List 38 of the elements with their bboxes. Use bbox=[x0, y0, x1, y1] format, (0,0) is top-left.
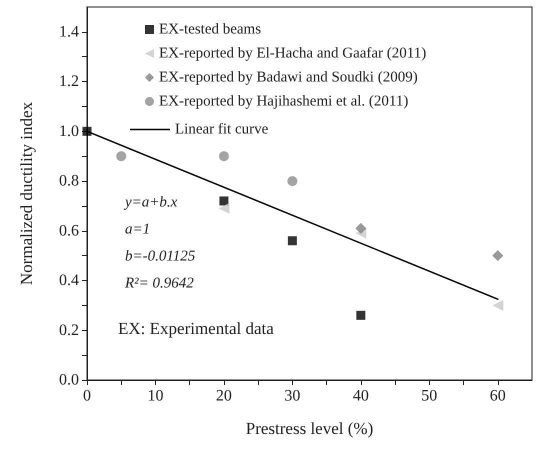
x-tick-label: 0 bbox=[83, 388, 91, 404]
point bbox=[287, 176, 298, 186]
point bbox=[218, 151, 229, 162]
point bbox=[82, 126, 92, 136]
point bbox=[219, 196, 228, 206]
annotation: b=-0.01125 bbox=[125, 248, 196, 264]
point bbox=[492, 300, 504, 311]
y-axis-title: Normalized ductility index bbox=[17, 101, 36, 286]
x-tick-label: 10 bbox=[147, 388, 164, 404]
annotation: EX: Experimental data bbox=[118, 319, 274, 338]
y-tick-label: 0.4 bbox=[59, 272, 79, 290]
y-tick-label: 0.2 bbox=[59, 322, 79, 339]
x-tick-label: 30 bbox=[284, 388, 300, 404]
annotation: R²= 0.9642 bbox=[124, 276, 194, 292]
point bbox=[492, 250, 504, 262]
legend-label: Linear fit curve bbox=[175, 122, 269, 138]
x-tick-label: 60 bbox=[490, 388, 506, 404]
point bbox=[356, 310, 366, 320]
x-tick-label: 40 bbox=[352, 388, 369, 404]
legend-label: EX-tested beams bbox=[159, 22, 262, 38]
y-tick-label: 0.0 bbox=[59, 372, 79, 388]
y-tick-label: 1.4 bbox=[59, 23, 79, 40]
x-tick-label: 20 bbox=[216, 388, 232, 404]
y-tick-label: 1.2 bbox=[59, 73, 79, 90]
legend-label: EX-reported by Badawi and Soudki (2009) bbox=[159, 70, 418, 86]
point bbox=[355, 222, 366, 234]
y-tick-label: 0.8 bbox=[59, 172, 79, 190]
annotation: y=a+b.x bbox=[123, 194, 178, 210]
y-tick-label: 1.0 bbox=[59, 122, 79, 140]
point bbox=[218, 202, 230, 214]
annotation: a=1 bbox=[125, 222, 150, 238]
x-tick-label: 50 bbox=[421, 388, 438, 404]
y-tick-label: 0.6 bbox=[59, 222, 79, 240]
point bbox=[288, 236, 297, 246]
legend-label: EX-reported by El-Hacha and Gaafar (2011) bbox=[159, 46, 426, 62]
legend-label: EX-reported by Hajihashemi et al. (2011) bbox=[159, 94, 408, 110]
point bbox=[116, 151, 126, 162]
x-axis-title: Prestress level (%) bbox=[246, 419, 374, 438]
